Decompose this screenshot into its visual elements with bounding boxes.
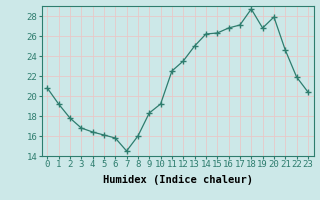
X-axis label: Humidex (Indice chaleur): Humidex (Indice chaleur): [103, 175, 252, 185]
